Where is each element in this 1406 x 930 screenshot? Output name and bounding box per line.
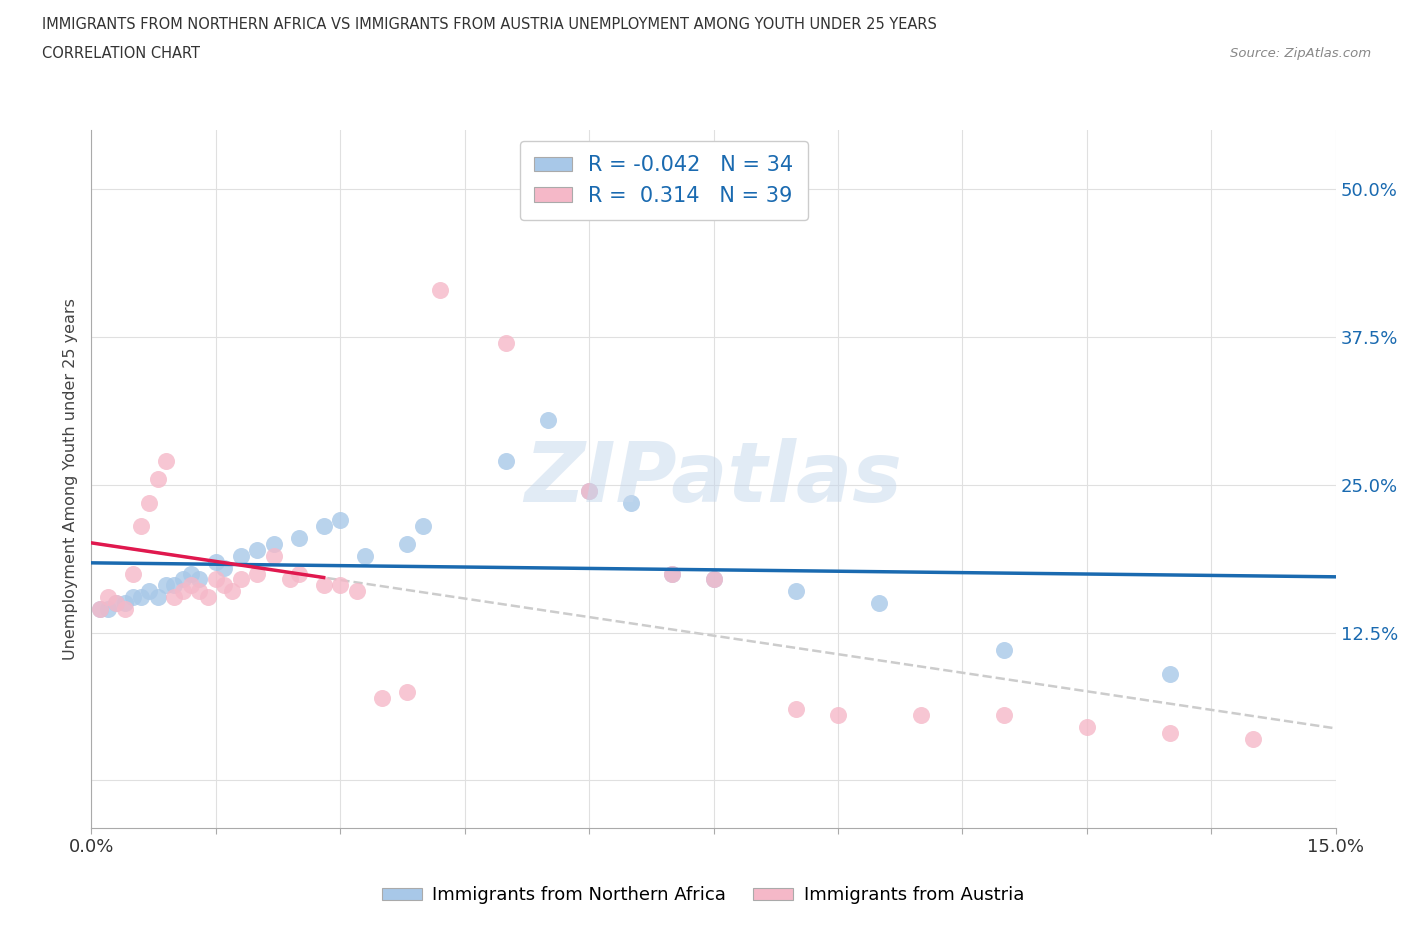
Point — [212, 560, 235, 575]
Point — [155, 454, 177, 469]
Point — [163, 590, 186, 604]
Point — [312, 578, 335, 592]
Point — [495, 454, 517, 469]
Point — [329, 512, 352, 527]
Text: ZIPatlas: ZIPatlas — [524, 438, 903, 520]
Point — [263, 549, 285, 564]
Point — [89, 602, 111, 617]
Point — [89, 602, 111, 617]
Point — [221, 584, 243, 599]
Point — [395, 684, 418, 699]
Point — [1159, 725, 1181, 740]
Point — [702, 572, 725, 587]
Point — [702, 572, 725, 587]
Point — [180, 566, 202, 581]
Point — [371, 690, 394, 705]
Point — [993, 708, 1015, 723]
Point — [1076, 720, 1098, 735]
Point — [114, 595, 136, 610]
Point — [121, 590, 145, 604]
Point — [785, 702, 807, 717]
Point — [138, 584, 160, 599]
Point — [97, 590, 120, 604]
Point — [205, 572, 228, 587]
Point — [312, 519, 335, 534]
Point — [114, 602, 136, 617]
Point — [578, 484, 600, 498]
Point — [97, 602, 120, 617]
Point — [263, 537, 285, 551]
Text: Source: ZipAtlas.com: Source: ZipAtlas.com — [1230, 46, 1371, 60]
Point — [785, 584, 807, 599]
Point — [578, 484, 600, 498]
Point — [172, 572, 194, 587]
Point — [346, 584, 368, 599]
Point — [287, 531, 309, 546]
Point — [661, 566, 683, 581]
Point — [429, 283, 451, 298]
Point — [172, 584, 194, 599]
Point — [1159, 667, 1181, 682]
Point — [619, 495, 641, 510]
Text: IMMIGRANTS FROM NORTHERN AFRICA VS IMMIGRANTS FROM AUSTRIA UNEMPLOYMENT AMONG YO: IMMIGRANTS FROM NORTHERN AFRICA VS IMMIG… — [42, 17, 936, 32]
Point — [212, 578, 235, 592]
Point — [188, 584, 211, 599]
Point — [412, 519, 434, 534]
Point — [229, 549, 252, 564]
Point — [287, 566, 309, 581]
Point — [395, 537, 418, 551]
Point — [661, 566, 683, 581]
Point — [1241, 732, 1264, 747]
Point — [354, 549, 377, 564]
Legend: R = -0.042   N = 34, R =  0.314   N = 39: R = -0.042 N = 34, R = 0.314 N = 39 — [520, 140, 808, 220]
Point — [827, 708, 849, 723]
Point — [246, 542, 269, 557]
Point — [205, 554, 228, 569]
Point — [197, 590, 219, 604]
Y-axis label: Unemployment Among Youth under 25 years: Unemployment Among Youth under 25 years — [63, 298, 79, 660]
Point — [155, 578, 177, 592]
Point — [188, 572, 211, 587]
Point — [105, 595, 128, 610]
Point — [993, 643, 1015, 658]
Point — [105, 595, 128, 610]
Point — [229, 572, 252, 587]
Point — [280, 572, 302, 587]
Point — [910, 708, 932, 723]
Point — [495, 336, 517, 351]
Point — [121, 566, 145, 581]
Point — [180, 578, 202, 592]
Point — [329, 578, 352, 592]
Point — [146, 472, 169, 486]
Point — [129, 519, 152, 534]
Point — [163, 578, 186, 592]
Point — [138, 495, 160, 510]
Point — [146, 590, 169, 604]
Point — [246, 566, 269, 581]
Point — [869, 595, 891, 610]
Text: CORRELATION CHART: CORRELATION CHART — [42, 46, 200, 61]
Legend: Immigrants from Northern Africa, Immigrants from Austria: Immigrants from Northern Africa, Immigra… — [374, 879, 1032, 911]
Point — [536, 412, 558, 427]
Point — [129, 590, 152, 604]
